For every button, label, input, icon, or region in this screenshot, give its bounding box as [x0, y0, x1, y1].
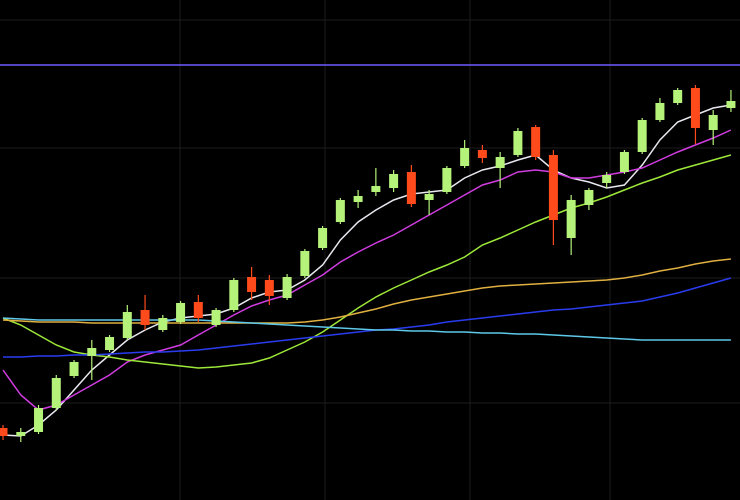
candle-body: [566, 200, 576, 238]
candle-body: [247, 277, 257, 292]
candle-body: [122, 312, 132, 338]
ma-line: [2, 154, 732, 369]
candle-body: [193, 302, 203, 318]
candle-body: [87, 348, 97, 356]
candle-body: [34, 408, 44, 432]
candle-body: [548, 155, 558, 220]
candle-body: [371, 186, 381, 192]
candle-body: [16, 432, 26, 436]
candle-body: [442, 168, 452, 192]
candle-body: [51, 378, 61, 408]
candle-body: [0, 428, 8, 436]
candle-body: [282, 277, 292, 298]
candle-body: [406, 172, 416, 204]
candle-body: [158, 318, 168, 330]
ma-line: [2, 104, 732, 437]
candle-body: [353, 196, 363, 202]
candle-body: [318, 228, 328, 248]
candle-body: [495, 157, 505, 168]
candle-body: [619, 152, 629, 172]
candle-body: [460, 148, 470, 166]
candle-body: [389, 174, 399, 188]
candle-body: [300, 251, 310, 276]
candle-body: [726, 101, 736, 108]
candle-body: [531, 127, 541, 157]
candle-body: [335, 200, 345, 222]
candle-body: [264, 280, 274, 296]
candle-body: [584, 190, 594, 205]
candle-body: [105, 337, 115, 350]
candle-body: [673, 90, 683, 103]
candle-body: [140, 310, 150, 325]
candle-body: [176, 303, 186, 322]
candle-body: [708, 115, 718, 130]
candle-body: [477, 150, 487, 158]
ma-line: [2, 129, 732, 411]
candle-body: [655, 103, 665, 120]
ma-line: [3, 277, 732, 358]
candle-body: [69, 362, 79, 376]
candle-body: [690, 88, 700, 128]
candle-body: [637, 120, 647, 152]
candle-body: [424, 194, 434, 200]
candle-body: [602, 175, 612, 183]
candle-body: [513, 131, 523, 155]
candle-body: [229, 280, 239, 310]
candle-body: [211, 310, 221, 325]
